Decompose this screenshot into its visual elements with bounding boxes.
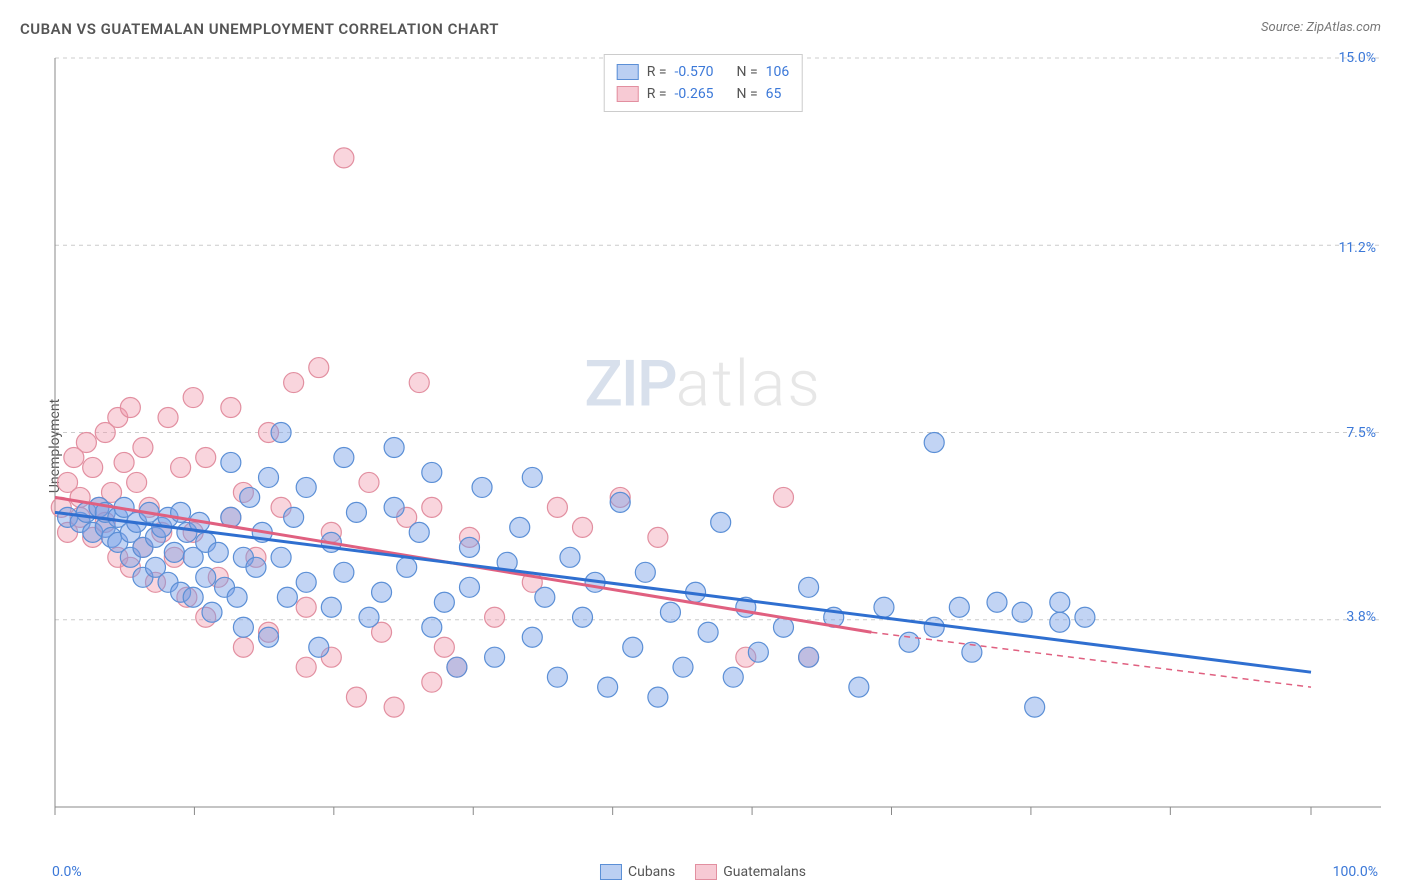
scatter-chart [50, 50, 1381, 842]
y-axis-tick-label: 11.2% [1338, 240, 1376, 256]
r-value-cubans: -0.570 [675, 61, 714, 83]
swatch-cubans [617, 64, 639, 80]
n-label: N = [737, 83, 758, 105]
n-label: N = [737, 61, 758, 83]
chart-title: CUBAN VS GUATEMALAN UNEMPLOYMENT CORRELA… [20, 20, 499, 38]
r-label: R = [647, 61, 667, 83]
n-value-cubans: 106 [766, 61, 790, 83]
n-value-guatemalans: 65 [766, 83, 782, 105]
y-axis-tick-label: 15.0% [1338, 50, 1376, 66]
y-axis-tick-label: 3.8% [1346, 609, 1376, 625]
stats-row-guatemalans: R = -0.265 N = 65 [617, 83, 790, 105]
stats-row-cubans: R = -0.570 N = 106 [617, 61, 790, 83]
swatch-cubans [600, 864, 622, 880]
r-value-guatemalans: -0.265 [675, 83, 714, 105]
legend-label-guatemalans: Guatemalans [723, 864, 806, 880]
x-axis-max-label: 100.0% [1333, 864, 1378, 880]
swatch-guatemalans [617, 86, 639, 102]
swatch-guatemalans [695, 864, 717, 880]
y-axis-tick-label: 7.5% [1346, 425, 1376, 441]
legend-label-cubans: Cubans [628, 864, 675, 880]
chart-area [50, 50, 1381, 842]
legend-item-cubans: Cubans [600, 864, 675, 880]
x-axis-min-label: 0.0% [52, 864, 82, 880]
source-label: Source: ZipAtlas.com [1261, 20, 1381, 35]
series-legend: Cubans Guatemalans [600, 864, 806, 880]
r-label: R = [647, 83, 667, 105]
legend-item-guatemalans: Guatemalans [695, 864, 806, 880]
stats-legend: R = -0.570 N = 106 R = -0.265 N = 65 [604, 54, 803, 112]
